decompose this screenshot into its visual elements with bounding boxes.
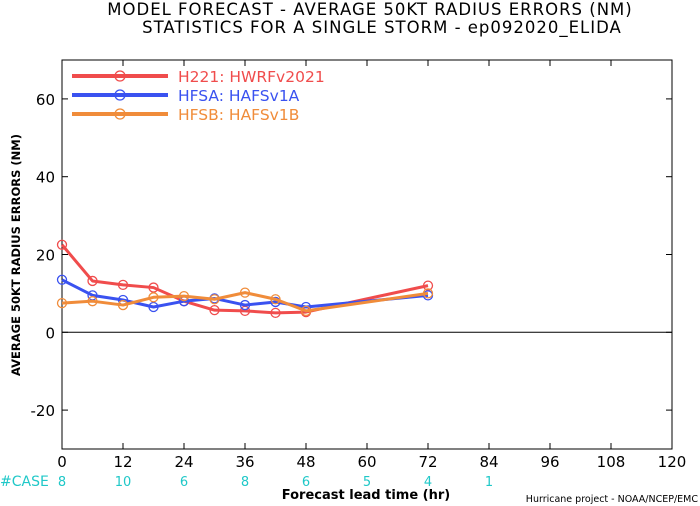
y-tick-label: 0 <box>45 324 55 342</box>
x-tick-label: 48 <box>296 453 315 471</box>
series-line-HFSB <box>61 291 429 313</box>
data-point-H221 <box>422 280 434 291</box>
data-point-HFSA <box>56 274 68 285</box>
case-label: #CASE <box>0 474 49 490</box>
case-count: 4 <box>424 475 432 490</box>
x-tick-label: 36 <box>235 453 254 471</box>
data-point-H221 <box>56 239 68 250</box>
case-count: 1 <box>485 475 493 490</box>
data-point-HFSB <box>148 292 159 303</box>
case-count: 5 <box>363 475 371 490</box>
y-tick-label: 40 <box>36 169 55 187</box>
data-point-HFSB <box>87 296 98 307</box>
y-tick-label: 60 <box>36 91 55 109</box>
case-count: 8 <box>58 475 66 490</box>
legend-marker-H221 <box>114 70 126 82</box>
x-tick-label: 120 <box>658 453 687 471</box>
chart-title: MODEL FORECAST - AVERAGE 50KT RADIUS ERR… <box>107 0 633 19</box>
data-point-H221 <box>148 282 159 293</box>
legend-marker-HFSA <box>114 89 126 101</box>
x-tick-label: 12 <box>113 453 132 471</box>
footer-credit: Hurricane project - NOAA/NCEP/EMC <box>526 494 699 505</box>
data-point-H221 <box>117 279 129 290</box>
x-axis-label: Forecast lead time (hr) <box>282 488 450 503</box>
data-point-HFSA <box>148 301 159 313</box>
data-point-HFSB <box>178 290 190 302</box>
case-count: 6 <box>302 475 310 490</box>
y-axis-label: AVERAGE 50KT RADIUS ERRORS (NM) <box>9 134 23 376</box>
data-point-HFSB <box>56 297 68 309</box>
legend-marker-HFSB <box>114 108 126 120</box>
x-tick-label: 60 <box>357 453 376 471</box>
series-line-H221 <box>60 243 429 315</box>
case-count: 10 <box>115 475 132 490</box>
data-point-H221 <box>87 275 98 287</box>
data-point-HFSA <box>239 299 251 311</box>
legend-label-HFSB: HFSB: HAFSv1B <box>178 106 299 124</box>
data-point-H221 <box>270 307 281 319</box>
y-tick-label: -20 <box>31 402 56 420</box>
data-point-HFSB <box>117 299 129 311</box>
case-count: 6 <box>180 475 188 490</box>
data-point-HFSB <box>239 287 251 298</box>
plot-frame <box>61 59 673 450</box>
x-tick-label: 84 <box>479 453 498 471</box>
chart-subtitle: STATISTICS FOR A SINGLE STORM - ep092020… <box>142 18 622 37</box>
data-point-HFSB <box>209 294 220 305</box>
x-tick-label: 24 <box>174 453 193 471</box>
data-point-H221 <box>209 304 220 316</box>
data-point-HFSB <box>422 288 434 299</box>
data-point-HFSB <box>300 305 312 317</box>
legend-label-HFSA: HFSA: HAFSv1A <box>178 87 300 105</box>
x-tick-label: 108 <box>597 453 626 471</box>
x-tick-label: 96 <box>540 453 559 471</box>
case-count: 8 <box>241 475 249 490</box>
x-tick-label: 72 <box>418 453 437 471</box>
y-tick-label: 20 <box>36 247 55 265</box>
data-point-HFSB <box>270 294 281 305</box>
legend-label-H221: H221: HWRFv2021 <box>178 68 325 86</box>
x-tick-label: 0 <box>57 453 67 471</box>
